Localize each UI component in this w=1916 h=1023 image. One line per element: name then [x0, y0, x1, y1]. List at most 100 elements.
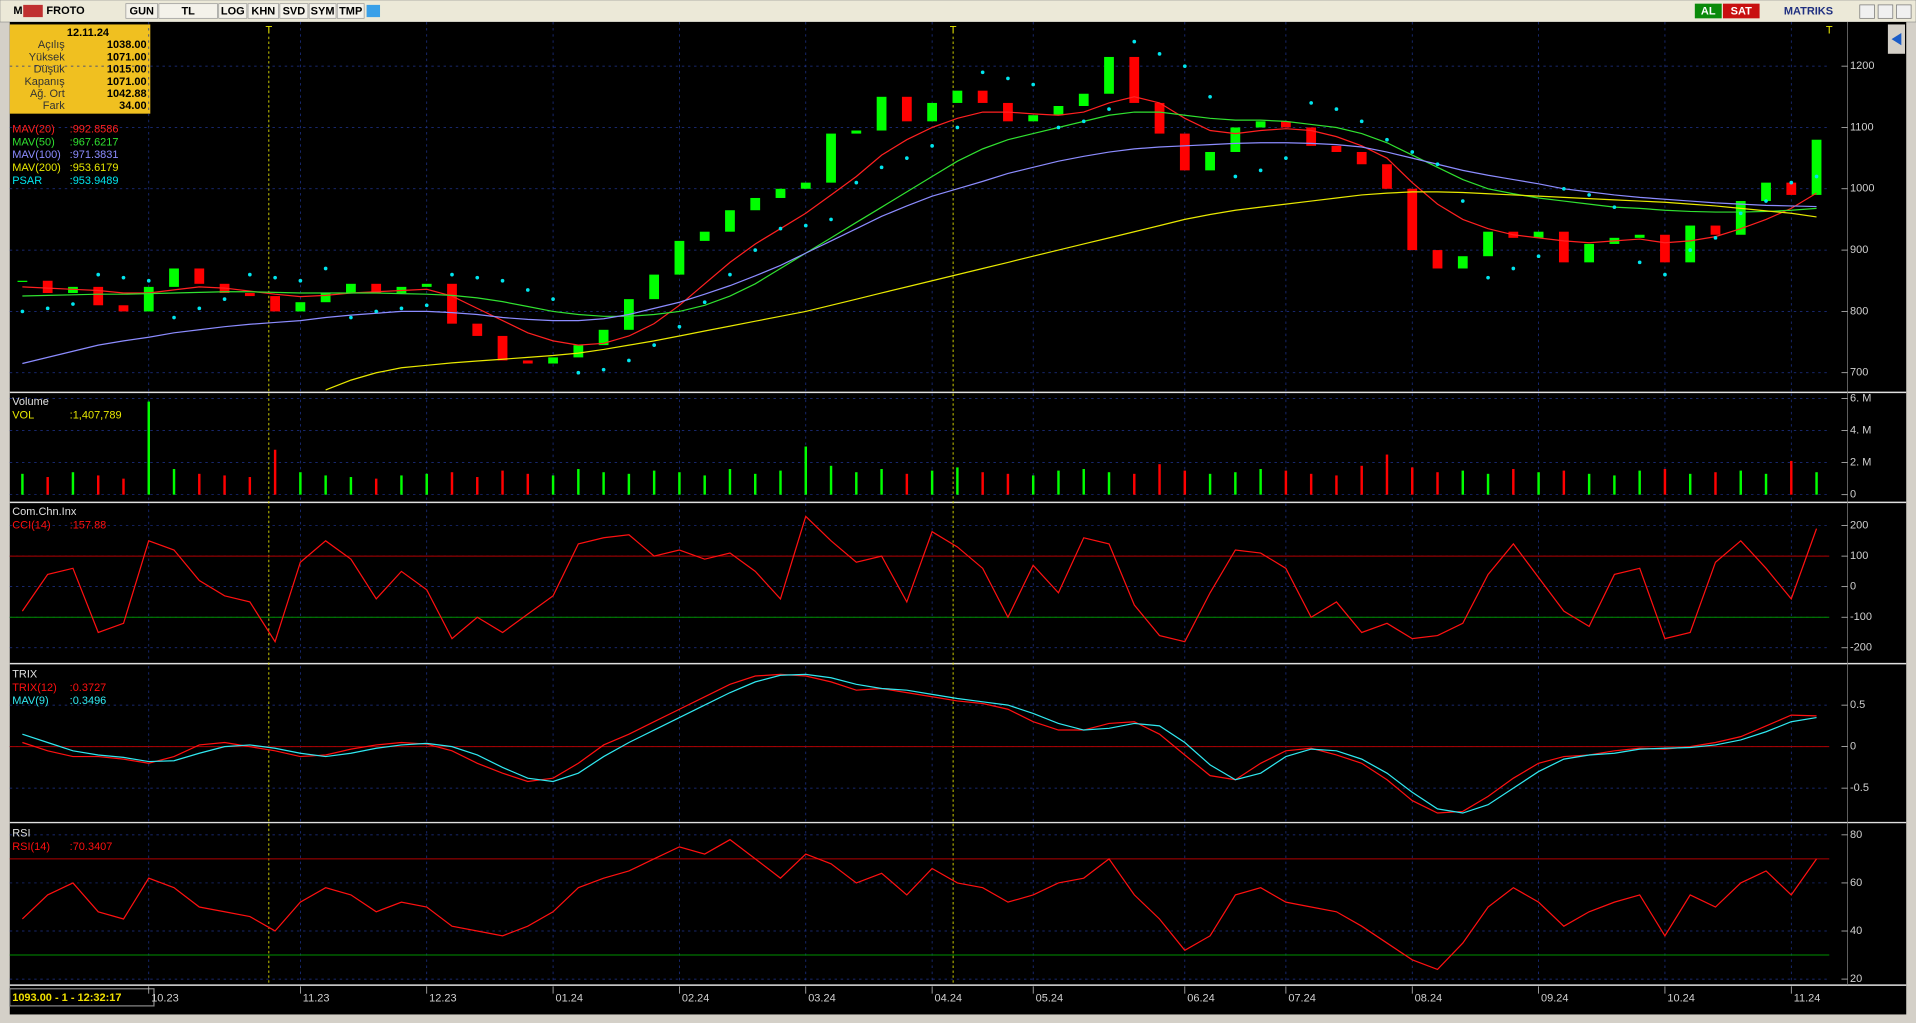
- candle: [1331, 145, 1342, 152]
- info-value: 1015.00: [107, 64, 147, 76]
- psar-dot: [1208, 94, 1212, 99]
- volume-bar: [1638, 470, 1641, 495]
- candle: [876, 96, 887, 131]
- candle: [1407, 188, 1418, 251]
- volume-bar: [1688, 473, 1692, 495]
- volume-bar: [1512, 469, 1515, 495]
- volume-bar: [1107, 472, 1111, 495]
- psar-dot: [854, 180, 859, 185]
- y-tick-label: 1100: [1850, 121, 1874, 133]
- x-tick-label: 08.24: [1415, 992, 1442, 1004]
- psar-dot: [930, 144, 934, 148]
- psar-dot: [1637, 260, 1642, 265]
- volume-bar: [1739, 470, 1742, 495]
- psar-dot: [1486, 275, 1490, 280]
- volume-bar: [1006, 473, 1010, 495]
- psar-dot: [273, 275, 277, 280]
- psar-dot: [298, 278, 303, 283]
- legend-name: RSI(14): [12, 841, 50, 853]
- volume-bar: [1815, 472, 1818, 495]
- volume-bar: [122, 478, 125, 495]
- volume-bar: [981, 472, 984, 495]
- text-layer: 10.23 11.23 12.23 01.24 02.24 03.24 04.24 05.24…: [12, 24, 1874, 1004]
- legend-value: :992.8586: [70, 123, 119, 135]
- window-control[interactable]: [1896, 4, 1912, 19]
- trade-button[interactable]: [1694, 3, 1722, 19]
- legend-value: :953.6179: [70, 162, 119, 174]
- toolbar-button-label: GUN: [130, 6, 154, 18]
- x-tick-label: 06.24: [1187, 992, 1214, 1004]
- status-text: 1093.00 - 1 - 12:32:17: [12, 992, 121, 1004]
- candle: [1786, 182, 1797, 195]
- volume-bar: [476, 477, 479, 495]
- candle: [522, 360, 533, 364]
- candle: [1053, 106, 1064, 116]
- psar-dot: [146, 278, 151, 283]
- psar-dot: [475, 275, 480, 280]
- panel-title: TRIX: [12, 669, 38, 681]
- window-control[interactable]: [1877, 4, 1894, 19]
- legend-value: :70.3407: [70, 841, 113, 853]
- series-line: [21, 838, 1818, 971]
- toolbar-button[interactable]: [158, 3, 218, 19]
- volume-bar: [1360, 465, 1363, 495]
- legend-name: MAV(50): [12, 136, 55, 148]
- volume-bar: [602, 472, 605, 495]
- y-tick-label: 2. M: [1850, 456, 1871, 468]
- series-line: [22, 96, 1817, 346]
- volume-bar: [1335, 475, 1338, 495]
- candle: [775, 188, 786, 198]
- candle: [118, 305, 129, 312]
- psar-dot: [1309, 101, 1313, 105]
- volume-bar: [880, 469, 883, 495]
- volume-bar: [1082, 469, 1085, 495]
- y-tick-label: 0: [1850, 741, 1856, 753]
- candle: [1382, 164, 1392, 189]
- trade-button[interactable]: [1722, 3, 1760, 19]
- toolbar-button[interactable]: [125, 3, 158, 19]
- toolbar-button[interactable]: [336, 3, 365, 19]
- psar-dot: [803, 223, 808, 228]
- info-value: 34.00: [119, 100, 146, 112]
- candle: [1255, 121, 1266, 128]
- x-tick-label: 09.24: [1541, 992, 1568, 1004]
- x-tick-label: 05.24: [1036, 992, 1063, 1004]
- psar-dot: [1713, 235, 1718, 240]
- series-line: [22, 673, 1817, 814]
- toolbar-button[interactable]: [247, 3, 279, 19]
- symbol-icon: [23, 4, 43, 18]
- status-box: [9, 988, 155, 1007]
- candle: [194, 268, 205, 284]
- candle: [851, 130, 862, 134]
- psar-dot: [1789, 180, 1794, 185]
- candle: [1634, 234, 1645, 238]
- psar-dot: [1359, 119, 1364, 124]
- volume-bar: [526, 473, 530, 495]
- volume-bar: [627, 473, 631, 495]
- series-line: [22, 673, 1817, 814]
- toolbar-button[interactable]: [218, 3, 248, 19]
- volume-bar: [1208, 473, 1212, 495]
- candle: [295, 302, 306, 312]
- volume-bar: [728, 469, 732, 495]
- legend-value: :0.3727: [70, 682, 107, 694]
- volume-bar: [1234, 472, 1237, 495]
- legend-name: CCI(14): [12, 519, 50, 531]
- toolbar-button[interactable]: [308, 3, 337, 19]
- window-control[interactable]: [1859, 4, 1875, 19]
- psar-dot: [424, 303, 429, 308]
- info-label: Fark: [43, 100, 65, 112]
- psar-dot: [172, 315, 176, 320]
- candle: [1685, 225, 1696, 263]
- volume-bar: [956, 467, 959, 495]
- psar-dot: [652, 343, 656, 347]
- info-label: Ağ. Ort: [30, 88, 65, 100]
- toolbar-button[interactable]: [279, 3, 309, 19]
- volume-bar: [1461, 470, 1465, 495]
- psar-dot: [399, 306, 404, 311]
- volume-bar: [1309, 473, 1313, 495]
- y-tick-label: 700: [1850, 367, 1868, 379]
- candle: [1660, 234, 1670, 263]
- legend-name: PSAR: [12, 175, 42, 187]
- y-tick-label: 200: [1850, 519, 1868, 531]
